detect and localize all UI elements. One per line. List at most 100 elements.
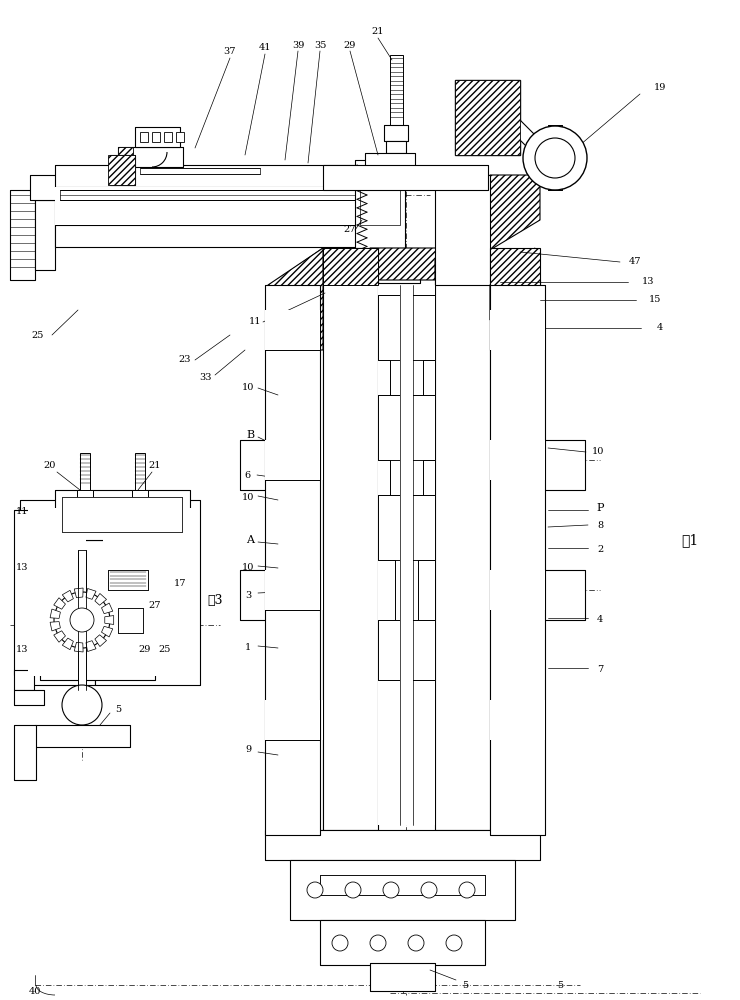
Bar — [317, 310, 320, 350]
Text: P: P — [596, 503, 604, 513]
Text: 21: 21 — [149, 460, 161, 470]
Circle shape — [421, 882, 437, 898]
Bar — [455, 80, 520, 155]
Bar — [152, 132, 160, 142]
Bar — [14, 725, 36, 780]
Text: 29: 29 — [344, 40, 356, 49]
Circle shape — [408, 935, 424, 951]
Bar — [55, 490, 190, 540]
Bar — [62, 497, 182, 532]
Bar — [455, 80, 520, 155]
Bar — [77, 490, 93, 502]
Bar — [278, 305, 323, 345]
Text: 23: 23 — [179, 356, 191, 364]
Circle shape — [70, 608, 94, 632]
Bar — [95, 500, 200, 685]
Bar — [323, 280, 378, 830]
Bar — [546, 446, 578, 484]
Text: 39: 39 — [292, 40, 304, 49]
Bar — [320, 875, 485, 895]
Bar — [14, 670, 34, 690]
Text: 4: 4 — [657, 324, 663, 332]
Text: 25: 25 — [159, 646, 171, 654]
Bar — [378, 620, 435, 680]
Bar — [378, 495, 435, 560]
Text: 10: 10 — [242, 564, 254, 572]
Bar — [240, 570, 280, 620]
Text: 20: 20 — [44, 460, 56, 470]
Circle shape — [332, 935, 348, 951]
Bar — [455, 80, 520, 155]
Bar — [265, 285, 320, 835]
Bar — [360, 185, 400, 225]
Bar — [118, 147, 183, 167]
Bar — [55, 225, 365, 247]
Bar — [278, 280, 323, 830]
Circle shape — [307, 882, 323, 898]
Text: 13: 13 — [16, 646, 28, 654]
Polygon shape — [378, 395, 435, 460]
Bar — [490, 310, 545, 350]
Bar — [140, 168, 260, 174]
Bar — [278, 280, 323, 830]
Bar — [317, 700, 320, 740]
Text: 40: 40 — [29, 988, 41, 996]
Bar — [390, 460, 423, 495]
Bar — [265, 830, 540, 860]
Bar — [95, 500, 200, 685]
Bar — [540, 570, 585, 620]
Circle shape — [535, 138, 575, 178]
Bar — [435, 175, 490, 285]
Bar — [265, 285, 320, 835]
Bar — [118, 147, 183, 167]
Bar — [265, 310, 320, 350]
Polygon shape — [54, 598, 65, 609]
Circle shape — [283, 446, 311, 474]
Text: 2: 2 — [597, 546, 603, 554]
Bar — [20, 500, 95, 685]
Circle shape — [499, 704, 527, 732]
Bar — [490, 280, 540, 830]
Polygon shape — [323, 248, 378, 285]
Bar — [384, 125, 408, 141]
Bar — [323, 248, 378, 283]
Bar — [290, 860, 515, 920]
Polygon shape — [86, 641, 96, 652]
Text: 6: 6 — [244, 471, 250, 480]
Bar — [330, 927, 475, 959]
Bar — [265, 310, 268, 350]
Bar — [540, 440, 585, 490]
Bar — [10, 190, 35, 280]
Polygon shape — [268, 248, 323, 350]
Text: 29: 29 — [139, 646, 151, 654]
Text: 11: 11 — [249, 318, 261, 326]
Polygon shape — [378, 620, 435, 680]
Bar — [240, 440, 280, 490]
Polygon shape — [490, 248, 535, 320]
Bar — [48, 548, 146, 671]
Bar — [14, 510, 29, 675]
Bar — [540, 440, 585, 490]
Bar — [323, 165, 488, 190]
Polygon shape — [74, 588, 83, 598]
Polygon shape — [86, 588, 96, 599]
Bar — [317, 440, 320, 480]
Circle shape — [370, 935, 386, 951]
Bar — [108, 570, 148, 590]
Text: 10: 10 — [592, 448, 604, 456]
Circle shape — [446, 935, 462, 951]
Bar — [30, 175, 60, 200]
Bar — [490, 440, 545, 480]
Text: 11: 11 — [16, 508, 28, 516]
Bar — [35, 725, 130, 747]
Bar — [265, 570, 320, 610]
Bar — [278, 700, 323, 740]
Bar — [435, 175, 490, 285]
Bar — [323, 165, 488, 190]
Bar — [265, 440, 320, 480]
Text: 47: 47 — [629, 257, 642, 266]
Polygon shape — [270, 248, 323, 320]
Bar — [28, 508, 86, 676]
Polygon shape — [95, 593, 107, 605]
Bar — [490, 440, 540, 480]
